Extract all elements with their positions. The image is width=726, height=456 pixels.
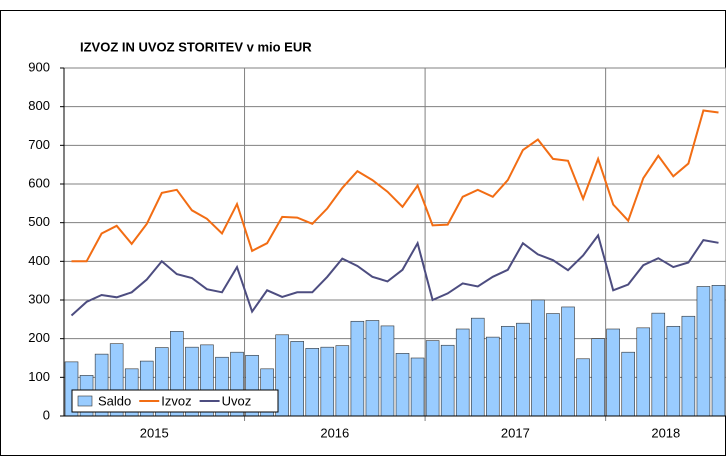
y-tick-label: 600 bbox=[28, 175, 50, 190]
bar bbox=[305, 348, 320, 417]
bar bbox=[410, 357, 425, 417]
y-tick-label: 100 bbox=[28, 369, 50, 384]
x-tick-label: 2015 bbox=[140, 425, 169, 440]
bar bbox=[320, 346, 335, 417]
y-tick-label: 800 bbox=[28, 98, 50, 113]
bar bbox=[335, 345, 350, 417]
bar bbox=[606, 328, 620, 417]
bar bbox=[470, 317, 485, 417]
legend-label: Uvoz bbox=[222, 393, 252, 408]
bar bbox=[531, 299, 545, 417]
x-tick-label: 2016 bbox=[320, 425, 349, 440]
bar bbox=[350, 320, 365, 417]
legend-box bbox=[71, 389, 279, 413]
bar bbox=[440, 344, 455, 417]
legend-label: Saldo bbox=[98, 393, 131, 408]
bar bbox=[591, 338, 605, 417]
line bbox=[71, 109, 719, 263]
y-tick-label: 900 bbox=[28, 59, 50, 74]
legend-label: Izvoz bbox=[161, 393, 191, 408]
y-tick-label: 300 bbox=[28, 291, 50, 306]
bar bbox=[576, 358, 590, 417]
bar bbox=[621, 351, 635, 417]
bar bbox=[501, 325, 515, 417]
bar bbox=[696, 286, 711, 417]
y-tick-label: 400 bbox=[28, 253, 50, 268]
bar bbox=[380, 325, 395, 417]
chart-title: IZVOZ IN UVOZ STORITEV v mio EUR bbox=[80, 39, 312, 54]
bar bbox=[546, 313, 560, 417]
x-tick-label: 2017 bbox=[501, 425, 530, 440]
bar bbox=[636, 327, 651, 417]
y-tick-label: 0 bbox=[43, 407, 50, 422]
bar bbox=[455, 328, 470, 417]
bar bbox=[681, 315, 696, 417]
y-tick-label: 700 bbox=[28, 137, 50, 152]
legend-swatch bbox=[77, 395, 93, 407]
line bbox=[70, 233, 719, 317]
y-tick-label: 200 bbox=[28, 330, 50, 345]
bar bbox=[651, 312, 666, 417]
x-tick-label: 2018 bbox=[651, 425, 680, 440]
bar bbox=[561, 306, 575, 417]
bar bbox=[516, 322, 530, 417]
bar bbox=[486, 336, 500, 417]
bar bbox=[395, 353, 410, 417]
y-tick-label: 500 bbox=[28, 214, 50, 229]
bar bbox=[666, 325, 681, 417]
bar bbox=[711, 285, 726, 417]
bar bbox=[425, 340, 440, 417]
bar bbox=[290, 341, 304, 417]
bar bbox=[365, 320, 380, 417]
